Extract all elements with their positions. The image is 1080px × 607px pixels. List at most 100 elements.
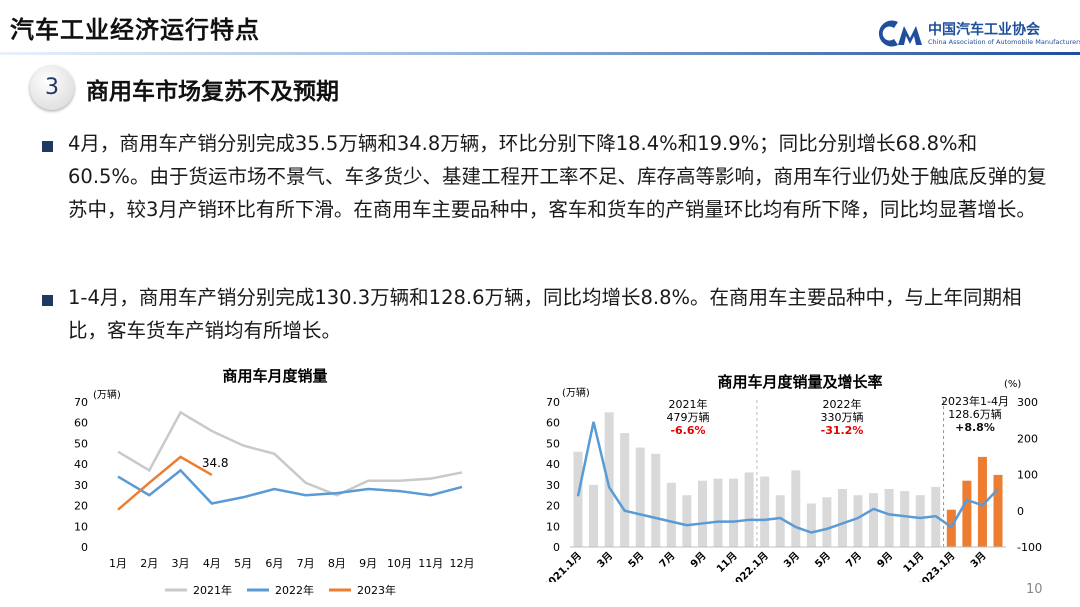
annotation: 2021年 — [669, 397, 708, 411]
section-heading: 商用车市场复苏不及预期 — [86, 79, 339, 105]
axis-unit: (万辆) — [562, 386, 590, 399]
x-tick-label: 4月 — [203, 557, 221, 570]
bar — [573, 451, 583, 547]
series-line — [117, 455, 213, 511]
org-name: 中国汽车工业协会 — [928, 22, 1040, 38]
bar — [729, 478, 739, 547]
x-tick-label: 11月 — [901, 550, 926, 575]
y-tick-label: 0 — [81, 541, 88, 554]
logo-mark — [878, 20, 922, 47]
header-rule — [0, 52, 1080, 55]
y-tick-label: 10 — [74, 520, 88, 533]
page-number: 10 — [1026, 582, 1043, 597]
x-tick-label: 7月 — [844, 550, 864, 570]
data-label: 34.8 — [202, 456, 229, 470]
bar — [791, 470, 801, 547]
x-tick-label: 1月 — [109, 557, 127, 570]
bar — [744, 472, 754, 547]
bullet-text: 1-4月，商用车产销分别完成130.3万辆和128.6万辆，同比均增长8.8%。… — [68, 286, 1022, 342]
bar — [962, 480, 972, 547]
annotation: -31.2% — [821, 424, 864, 437]
bar — [620, 433, 630, 547]
annotation: -6.6% — [670, 424, 705, 437]
x-tick-label: 8月 — [328, 557, 346, 570]
y-tick-label: 50 — [546, 437, 560, 450]
x-tick-label: 3月 — [172, 557, 190, 570]
bar — [775, 495, 785, 547]
axis-unit: (%) — [1004, 379, 1021, 390]
bar — [869, 493, 879, 547]
y2-tick-label: -100 — [1017, 541, 1042, 554]
y-tick-label: 0 — [553, 541, 560, 554]
bar — [993, 474, 1003, 547]
x-tick-label: 9月 — [688, 550, 708, 570]
bullet-marker — [42, 141, 53, 152]
x-tick-label: 3月 — [968, 550, 988, 570]
annotation: 128.6万辆 — [948, 407, 1002, 421]
bar — [682, 495, 692, 547]
bar — [884, 489, 894, 547]
bar — [651, 453, 661, 547]
x-tick-label: 9月 — [875, 550, 895, 570]
y2-tick-label: 100 — [1017, 469, 1038, 482]
x-tick-label: 5月 — [626, 550, 646, 570]
chart: 商用车月度销量 (万辆) 0 10 20 30 40 50 60 70 1月 2月 3月 4月 5月 6月 7月… — [74, 367, 475, 597]
y-tick-label: 70 — [74, 396, 88, 409]
y2-tick-label: 200 — [1017, 432, 1038, 445]
chart-title: 商用车月度销量及增长率 — [717, 373, 882, 391]
x-tick-label: 11月 — [714, 550, 739, 575]
x-tick-label: 6月 — [265, 557, 283, 570]
bar — [713, 478, 723, 547]
bullet-text: 4月，商用车产销分别完成35.5万辆和34.8万辆，环比分别下降18.4%和19… — [68, 132, 1047, 221]
x-tick-label: 2月 — [140, 557, 158, 570]
bar — [604, 412, 614, 547]
y-tick-label: 20 — [546, 500, 560, 513]
legend-label: 2022年 — [275, 583, 314, 597]
annotation: 479万辆 — [667, 410, 710, 424]
x-tick-label: 7月 — [297, 557, 315, 570]
y-tick-label: 40 — [546, 458, 560, 471]
x-tick-label: 12月 — [450, 557, 475, 570]
annotation: 2023年1-4月 — [941, 394, 1009, 408]
org-name-en: China Association of Automobile Manufact… — [928, 38, 1080, 46]
x-tick-label: 11月 — [418, 557, 443, 570]
legend-label: 2021年 — [193, 583, 232, 597]
series-line — [117, 410, 463, 497]
y-tick-label: 10 — [546, 520, 560, 533]
bar — [589, 484, 599, 547]
bar — [666, 482, 676, 547]
y-tick-label: 30 — [546, 479, 560, 492]
section-number: 3 — [30, 66, 74, 110]
y2-tick-label: 300 — [1017, 396, 1038, 409]
chart: 商用车月度销量及增长率 (万辆) (%) 0 10 20 30 40 50 60 70 -100 0 10… — [541, 373, 1042, 582]
bullet-marker — [42, 295, 53, 306]
legend-label: 2023年 — [357, 583, 396, 597]
bar — [760, 476, 770, 547]
annotation: +8.8% — [955, 421, 995, 434]
bar — [635, 447, 645, 547]
y-tick-label: 60 — [74, 417, 88, 430]
x-tick-label: 3月 — [781, 550, 801, 570]
annotation: 330万辆 — [821, 410, 864, 424]
series-line — [576, 421, 999, 534]
bar — [837, 489, 847, 547]
x-tick-label: 5月 — [813, 550, 833, 570]
y2-tick-label: 0 — [1017, 505, 1024, 518]
chart-title: 商用车月度销量 — [222, 367, 327, 385]
annotation: 2022年 — [823, 397, 862, 411]
y-tick-label: 20 — [74, 500, 88, 513]
x-tick-label: 9月 — [359, 557, 377, 570]
bar — [697, 480, 707, 547]
x-tick-label: 2021.1月 — [541, 550, 584, 582]
bar — [915, 495, 925, 547]
bar — [822, 497, 832, 547]
bar — [900, 491, 910, 547]
y-tick-label: 70 — [546, 396, 560, 409]
x-tick-label: 7月 — [657, 550, 677, 570]
y-tick-label: 40 — [74, 458, 88, 471]
y-tick-label: 50 — [74, 437, 88, 450]
x-tick-label: 5月 — [234, 557, 252, 570]
y-tick-label: 60 — [546, 417, 560, 430]
series-line — [117, 468, 463, 505]
